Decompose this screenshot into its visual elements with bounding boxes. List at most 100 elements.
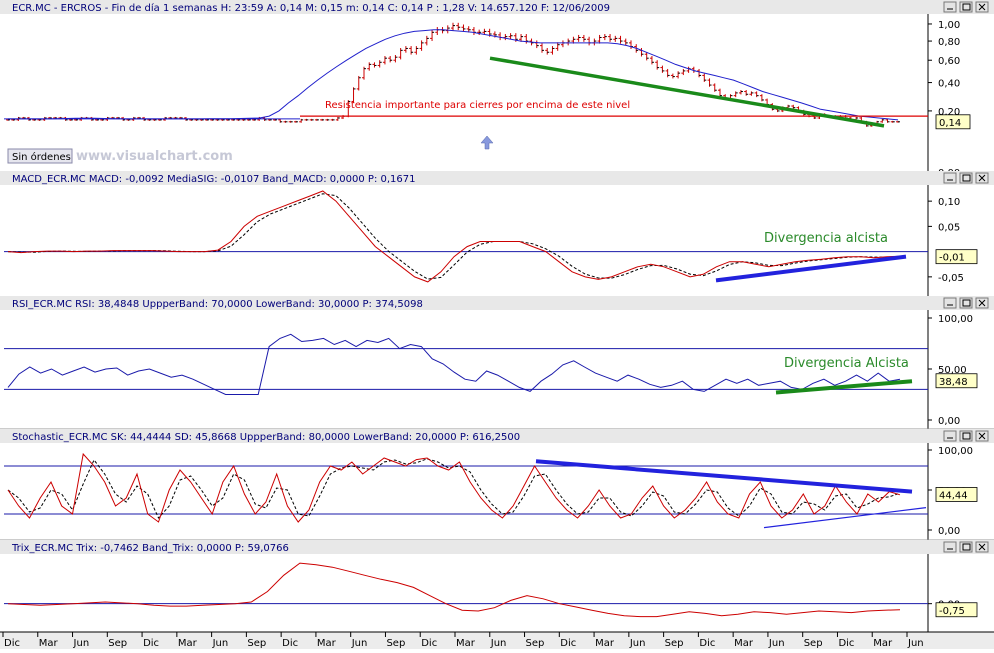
window-max-button[interactable] — [959, 172, 973, 184]
y-tick-label: 0,00 — [938, 526, 960, 537]
y-tick-label: 0,20 — [938, 107, 960, 118]
x-tick-label: Jun — [212, 638, 229, 649]
x-tick-label: Jun — [490, 638, 507, 649]
y-tick-label: 0,80 — [938, 37, 960, 48]
x-tick-label: Dic — [4, 638, 20, 649]
maximize-icon — [962, 543, 971, 551]
current-value-label: 44,44 — [939, 490, 968, 501]
window-min-button[interactable] — [943, 1, 957, 13]
x-tick-label: Sep — [665, 638, 684, 649]
close-icon — [978, 299, 986, 307]
y-tick-label: 1,00 — [938, 20, 960, 31]
y-tick-label: 50,00 — [938, 365, 967, 376]
maximize-icon — [962, 299, 971, 307]
y-tick-label: 0,10 — [938, 197, 960, 208]
current-value-label: 38,48 — [939, 377, 968, 388]
macd-signal-line — [7, 193, 901, 280]
panel-header — [0, 171, 994, 185]
x-tick-label: Dic — [143, 638, 159, 649]
x-tick-label: Mar — [873, 638, 893, 649]
x-tick-label: Sep — [108, 638, 127, 649]
y-tick-label: 0,05 — [938, 222, 960, 233]
window-max-button[interactable] — [959, 1, 973, 13]
trendline-green — [775, 379, 913, 395]
chart-panels: ECR.MC - ERCROS - Fin de día 1 semanas H… — [0, 0, 994, 633]
rsi-panel: RSI_ECR.MC RSI: 38,4848 UppperBand: 70,0… — [0, 296, 994, 430]
x-tick-label: Sep — [804, 638, 823, 649]
window-min-button[interactable] — [943, 541, 957, 553]
plot-area — [4, 185, 928, 297]
plot-area — [4, 14, 928, 182]
resistance-annotation: Resistencia importante para cierres por … — [325, 100, 630, 111]
panel-title: MACD_ECR.MC MACD: -0,0092 MediaSIG: -0,0… — [12, 174, 415, 185]
trendline-blue — [715, 254, 907, 283]
trix-line — [7, 562, 901, 618]
x-tick-label: Dic — [699, 638, 715, 649]
watermark: www.visualchart.com — [76, 149, 233, 164]
maximize-icon — [962, 3, 971, 11]
x-tick-label: Dic — [560, 638, 576, 649]
close-icon — [978, 543, 986, 551]
trendline-blue-thin — [763, 507, 927, 529]
panel-title: Trix_ECR.MC Trix: -0,7462 Band_Trix: 0,0… — [11, 543, 289, 554]
y-tick-label: 0,60 — [938, 56, 960, 67]
trix-panel: Trix_ECR.MC Trix: -0,7462 Band_Trix: 0,0… — [0, 540, 994, 633]
macd-panel: MACD_ECR.MC MACD: -0,0092 MediaSIG: -0,0… — [0, 171, 994, 298]
current-value-box — [935, 114, 971, 130]
divergence-annotation: Divergencia Alcista — [784, 356, 909, 371]
panel-title: RSI_ECR.MC RSI: 38,4848 UppperBand: 70,0… — [12, 299, 423, 310]
y-tick-label: 100,00 — [938, 314, 973, 325]
rsi-line — [7, 333, 901, 395]
divergence-annotation: Divergencia alcista — [764, 231, 888, 246]
window-min-button[interactable] — [943, 172, 957, 184]
x-tick-label: Jun — [351, 638, 368, 649]
price-panel: ECR.MC - ERCROS - Fin de día 1 semanas H… — [0, 0, 994, 183]
x-tick-label: Mar — [317, 638, 337, 649]
x-tick-label: Jun — [768, 638, 785, 649]
panel-title: ECR.MC - ERCROS - Fin de día 1 semanas H… — [12, 2, 610, 14]
orders-button[interactable] — [7, 148, 73, 164]
macd-line — [7, 190, 901, 283]
panel-header — [0, 429, 994, 443]
stochastic-sd-line — [7, 458, 901, 519]
x-tick-label: Mar — [178, 638, 198, 649]
window-max-button[interactable] — [959, 430, 973, 442]
maximize-icon — [962, 174, 971, 182]
x-tick-label: Sep — [526, 638, 545, 649]
current-value-box — [935, 487, 978, 502]
current-value-label: -0,75 — [939, 606, 965, 617]
up-arrow-icon — [480, 135, 494, 150]
y-tick-label: 0,00 — [938, 416, 960, 427]
plot-area — [4, 443, 928, 540]
x-tick-label: Sep — [386, 638, 405, 649]
trendline-blue — [535, 459, 913, 494]
x-tick-label: Jun — [73, 638, 90, 649]
x-tick-label: Mar — [456, 638, 476, 649]
current-value-box — [935, 602, 978, 618]
x-axis-background — [0, 632, 994, 649]
window-min-button[interactable] — [943, 430, 957, 442]
window-max-button[interactable] — [959, 297, 973, 309]
window-min-button[interactable] — [943, 297, 957, 309]
close-icon — [978, 432, 986, 440]
x-tick-label: Dic — [421, 638, 437, 649]
orders-button-label: Sin órdenes — [12, 151, 71, 163]
current-value-box — [935, 373, 978, 389]
window-max-button[interactable] — [959, 541, 973, 553]
x-tick-label: Jun — [629, 638, 646, 649]
close-icon — [978, 3, 986, 11]
x-tick-label: Mar — [595, 638, 615, 649]
plot-area — [4, 554, 928, 632]
panel-header — [0, 540, 994, 554]
current-value-box — [935, 249, 978, 265]
current-value-label: -0,01 — [939, 253, 965, 264]
stochastic-sk-line — [7, 452, 901, 523]
trendline-green — [489, 56, 885, 128]
x-tick-label: Mar — [39, 638, 59, 649]
panel-header — [0, 296, 994, 310]
x-tick-label: Mar — [734, 638, 754, 649]
maximize-icon — [962, 432, 971, 440]
x-tick-label: Dic — [838, 638, 854, 649]
